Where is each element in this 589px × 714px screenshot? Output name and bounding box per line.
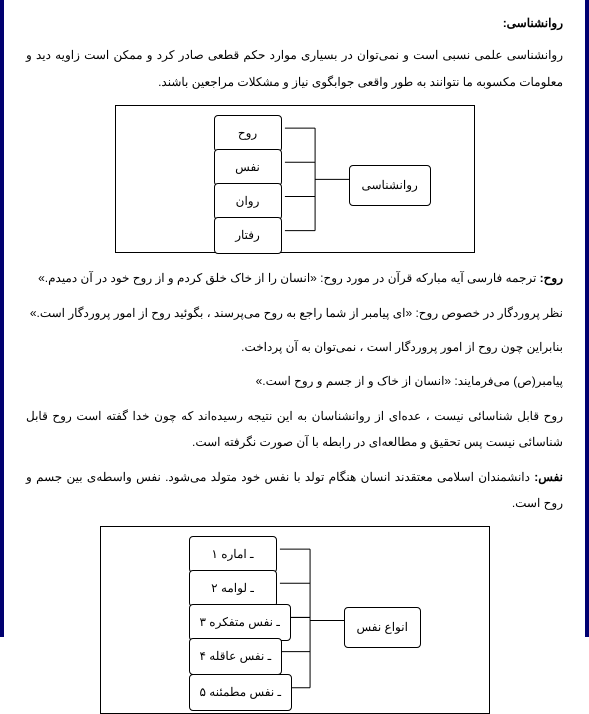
d1-child-2: روان [214, 183, 282, 219]
nafs-text: دانشمندان اسلامی معتقدند انسان هنگام تول… [26, 470, 563, 510]
d2-child-2: ۳ ـ نفس متفکره [189, 604, 291, 640]
para-rooh-3: بنابراین چون روح از امور پروردگار است ، … [26, 334, 563, 360]
d1-child-3: رفتار [214, 217, 282, 253]
diagram-psychology: روانشناسی روح نفس روان رفتار [115, 105, 475, 253]
page-title: روانشناسی: [26, 10, 563, 36]
rooh-text-1: ترجمه فارسی آیه مبارکه قرآن در مورد روح:… [38, 271, 540, 285]
d2-child-1: ۲ ـ لوامه [189, 570, 277, 606]
intro-paragraph: روانشناسی علمی نسبی است و نمی‌توان در بس… [26, 42, 563, 95]
para-rooh-2: نظر پروردگار در خصوص روح: «ای پیامبر از … [26, 300, 563, 326]
diagram-nafs-types: انواع نفس ۱ ـ اماره ۲ ـ لوامه ۳ ـ نفس مت… [100, 526, 490, 714]
rooh-label: روح: [540, 271, 563, 285]
d1-child-0: روح [214, 115, 282, 151]
para-rooh-5: روح قابل شناسائی نیست ، عده‌ای از روانشن… [26, 403, 563, 456]
connector-lines-2 [109, 535, 481, 706]
d1-root: روانشناسی [349, 165, 431, 205]
d2-child-0: ۱ ـ اماره [189, 536, 277, 572]
para-rooh-4: پیامبر(ص) می‌فرمایند: «انسان از خاک و از… [26, 368, 563, 394]
d2-root: انواع نفس [344, 607, 421, 647]
d2-child-4: ۵ ـ نفس مطمئنه [189, 674, 293, 710]
para-nafs: نفس: دانشمندان اسلامی معتقدند انسان هنگا… [26, 464, 563, 517]
d1-child-1: نفس [214, 149, 282, 185]
d2-child-3: ۴ ـ نفس عاقله [189, 638, 283, 674]
para-rooh-1: روح: ترجمه فارسی آیه مبارکه قرآن در مورد… [26, 265, 563, 291]
nafs-label: نفس: [534, 470, 563, 484]
